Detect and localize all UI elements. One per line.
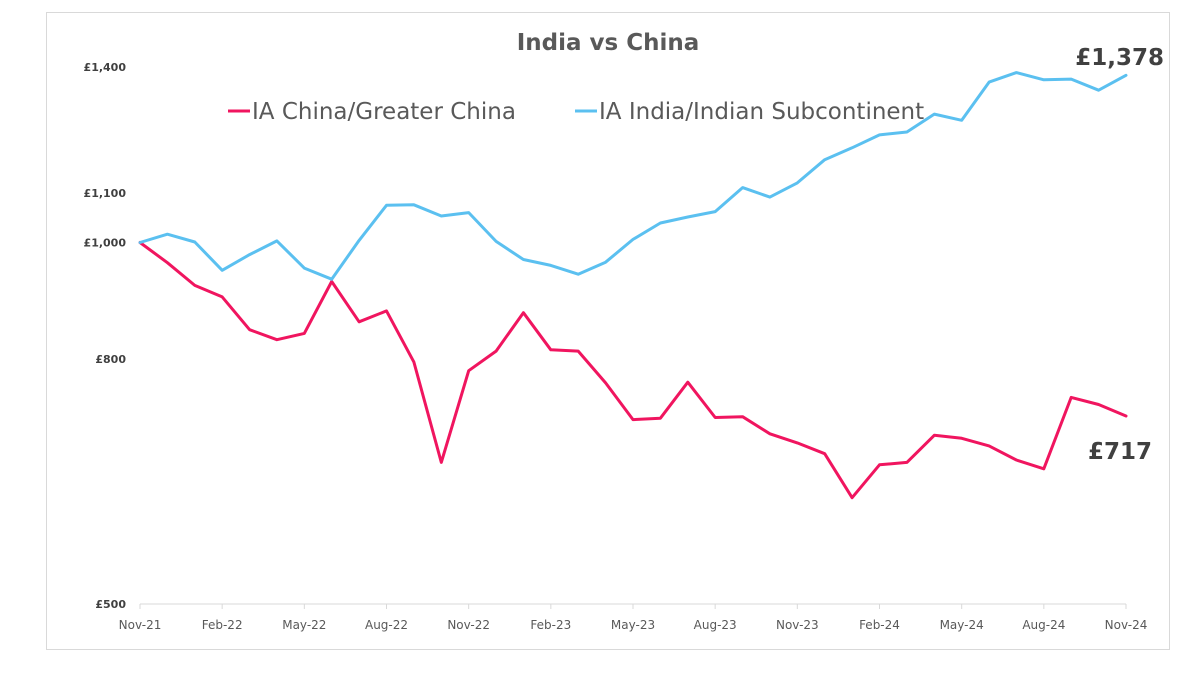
x-tick-label: May-22 [282, 618, 326, 632]
x-tick-label: Feb-22 [202, 618, 243, 632]
chart-frame [46, 12, 1170, 650]
y-tick-label: £800 [95, 353, 126, 366]
chart-title: India vs China [517, 30, 700, 56]
x-tick-label: Nov-21 [119, 618, 162, 632]
x-tick-label: Aug-23 [694, 618, 737, 632]
x-tick-label: May-23 [611, 618, 655, 632]
y-tick-label: £1,000 [84, 236, 127, 249]
series-line-china [138, 241, 1128, 500]
x-tick-label: Aug-24 [1022, 618, 1065, 632]
end-label-india: £1,378 [1075, 45, 1164, 71]
legend: IA China/Greater China IA India/Indian S… [228, 99, 924, 125]
y-axis: £500 £800 £1,000 £1,100 £1,400 [84, 61, 127, 611]
x-tick-label: Feb-24 [859, 618, 900, 632]
legend-label-china: IA China/Greater China [252, 99, 516, 125]
x-tick-label: Nov-23 [776, 618, 819, 632]
x-tick-label: May-24 [940, 618, 984, 632]
x-tick-label: Nov-24 [1105, 618, 1148, 632]
series-lines [138, 71, 1128, 500]
y-tick-label: £1,400 [84, 61, 127, 74]
y-tick-label: £500 [95, 598, 126, 611]
end-label-china: £717 [1088, 439, 1152, 465]
series-line-india [138, 71, 1128, 281]
y-tick-label: £1,100 [84, 187, 127, 200]
legend-label-india: IA India/Indian Subcontinent [599, 99, 924, 125]
x-tick-label: Nov-22 [447, 618, 490, 632]
x-tick-label: Aug-22 [365, 618, 408, 632]
x-axis: Nov-21 Feb-22 May-22 Aug-22 Nov-22 Feb-23 May-… [119, 603, 1148, 632]
x-tick-label: Feb-23 [530, 618, 571, 632]
